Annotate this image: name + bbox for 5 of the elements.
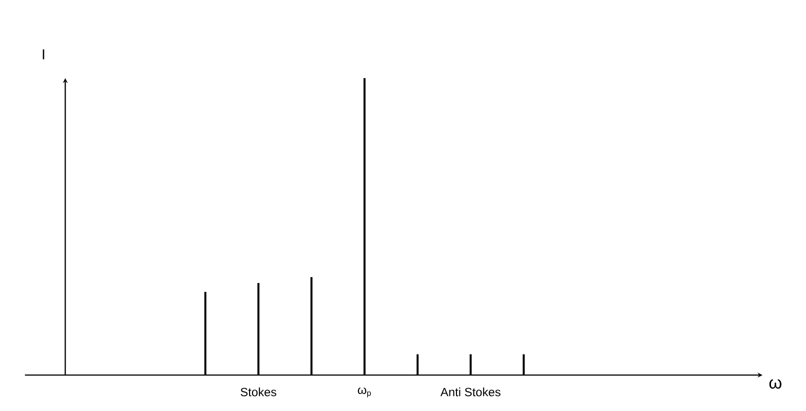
text: I: [42, 49, 44, 60]
x-tick-label: ω$_{p}$: [358, 387, 371, 398]
x-tick-label: Stokes: [240, 388, 276, 396]
text: ω: [769, 379, 782, 389]
x-tick-label: Anti Stokes: [440, 388, 500, 396]
